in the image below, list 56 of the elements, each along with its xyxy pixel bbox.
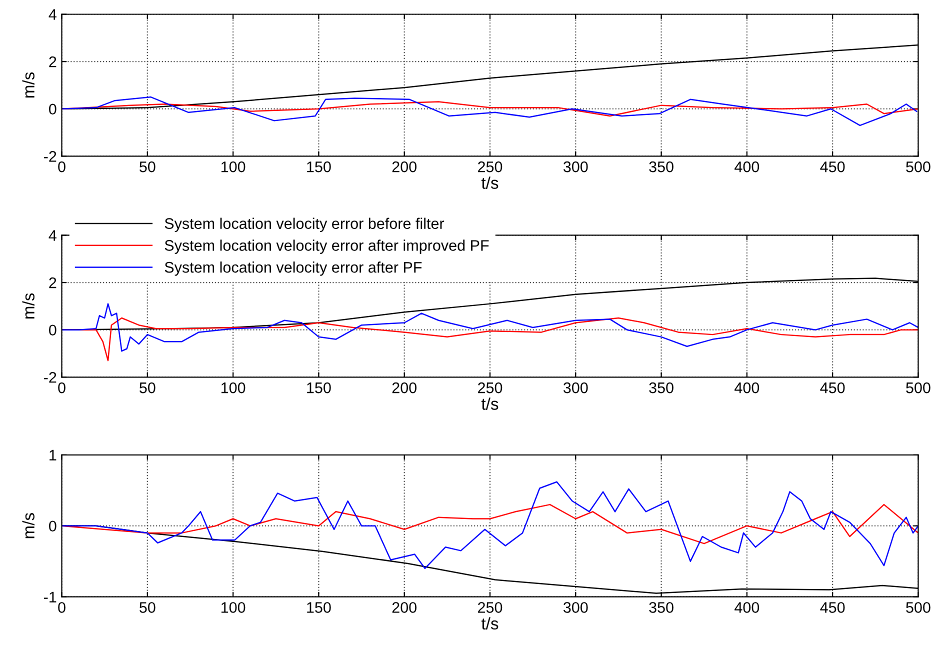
x-tick-label: 500 <box>906 602 930 613</box>
x-tick-label: 300 <box>563 382 588 394</box>
x-axis-title: t/s <box>481 176 498 189</box>
y-tick-label: -1 <box>44 592 56 602</box>
x-tick-label: 150 <box>307 161 331 172</box>
y-tick-label: 0 <box>49 520 56 532</box>
x-tick-label: 100 <box>221 382 246 394</box>
y-axis-title: m/s <box>22 293 34 318</box>
y-tick-label: 1 <box>50 450 56 460</box>
x-tick-label: 50 <box>140 382 156 394</box>
y-tick-label: 2 <box>49 277 56 288</box>
x-tick-label: 250 <box>478 161 502 172</box>
x-tick-label: 400 <box>734 602 760 613</box>
x-axis-title: t/s <box>481 617 498 630</box>
x-tick-label: 50 <box>140 602 156 613</box>
x-tick-label: 400 <box>734 161 760 172</box>
x-tick-label: 100 <box>221 602 246 613</box>
x-tick-label: 100 <box>221 161 246 172</box>
line-series <box>62 96 918 126</box>
y-tick-label: 4 <box>48 230 56 241</box>
y-tick-label: -2 <box>44 372 56 383</box>
x-tick-label: 300 <box>563 602 588 613</box>
y-axis-title: m/s <box>22 513 34 538</box>
legend-label: System location velocity error after improved PF <box>164 240 489 254</box>
x-tick-label: 300 <box>563 161 588 172</box>
x-tick-label: 200 <box>392 382 416 394</box>
x-tick-label: 350 <box>649 161 674 172</box>
line-series <box>62 481 918 570</box>
x-tick-label: 0 <box>58 382 66 394</box>
x-tick-label: 200 <box>392 602 416 613</box>
y-tick-label: 0 <box>49 104 56 115</box>
x-tick-label: 0 <box>58 161 66 172</box>
x-tick-label: 250 <box>478 602 502 613</box>
y-tick-label: 0 <box>49 324 56 336</box>
x-tick-label: 450 <box>820 161 845 172</box>
legend-label: System location velocity error before filter <box>164 218 444 232</box>
x-tick-label: 500 <box>906 382 930 394</box>
x-tick-label: 350 <box>649 382 674 394</box>
y-axis-title: m/s <box>22 72 34 98</box>
x-axis-title: t/s <box>481 398 498 410</box>
line-series <box>62 303 918 352</box>
x-tick-label: 450 <box>820 382 845 394</box>
x-tick-label: 400 <box>734 382 760 394</box>
x-tick-label: 50 <box>140 161 156 172</box>
x-tick-label: 350 <box>649 602 674 613</box>
x-tick-label: 250 <box>478 382 502 394</box>
x-tick-label: 500 <box>906 161 930 172</box>
y-tick-label: 2 <box>49 56 56 68</box>
legend-label: System location velocity error after PF <box>164 262 422 276</box>
x-tick-label: 0 <box>58 602 66 613</box>
x-tick-label: 450 <box>820 602 845 613</box>
y-tick-label: 4 <box>48 9 56 20</box>
x-tick-label: 150 <box>307 602 331 613</box>
y-tick-label: -2 <box>44 151 56 162</box>
x-tick-label: 200 <box>392 161 416 172</box>
x-tick-label: 150 <box>307 382 331 394</box>
